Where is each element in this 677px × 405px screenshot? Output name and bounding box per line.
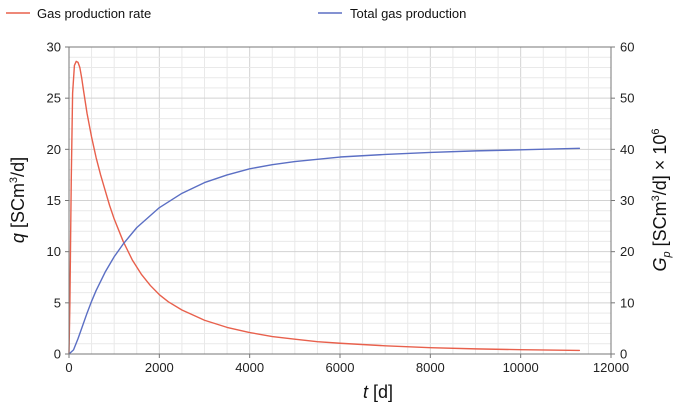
y-right-tick-label: 50	[620, 91, 634, 106]
x-tick-label: 6000	[326, 360, 355, 375]
series-line-gas-production-rate	[69, 61, 579, 354]
y-left-tick-label: 10	[47, 244, 61, 259]
y-right-tick-label: 60	[620, 40, 634, 55]
y-left-tick-label: 0	[54, 347, 61, 362]
x-tick-label: 10000	[503, 360, 539, 375]
y-left-tick-label: 30	[47, 40, 61, 55]
y-right-tick-label: 40	[620, 142, 634, 157]
y-right-tick-label: 10	[620, 295, 634, 310]
y-left-axis-title: q [SCm3/d]	[8, 157, 28, 243]
plot-series	[69, 61, 579, 354]
grid	[69, 47, 611, 354]
legend-label-gas-production-rate: Gas production rate	[37, 6, 151, 21]
x-axis-title-unit: [d]	[368, 382, 393, 402]
x-axis-ticks: 0 2000 4000 6000 8000 10000 12000	[65, 354, 629, 375]
y-left-title-var: q	[8, 233, 28, 243]
y-right-title-unit-pre: [SCm	[650, 201, 670, 251]
x-tick-label: 0	[65, 360, 72, 375]
x-axis-title: t [d]	[363, 382, 393, 402]
y-right-tick-label: 20	[620, 244, 634, 259]
legend-label-total-gas-production: Total gas production	[350, 6, 466, 21]
y-left-tick-label: 25	[47, 91, 61, 106]
y-left-tick-label: 20	[47, 142, 61, 157]
y-right-title-var: G	[650, 257, 670, 271]
legend: Gas production rate Total gas production	[6, 6, 466, 21]
y-right-axis-title: Gp [SCm3/d] × 106	[650, 129, 673, 272]
x-tick-label: 8000	[416, 360, 445, 375]
y-right-axis-ticks: 0 10 20 30 40 50 60	[611, 40, 634, 362]
y-right-tick-label: 30	[620, 193, 634, 208]
y-right-title-sub: p	[661, 251, 673, 258]
x-tick-label: 2000	[145, 360, 174, 375]
x-tick-label: 12000	[593, 360, 629, 375]
y-right-title-unit-mid: /d] × 10	[650, 135, 670, 196]
y-right-tick-label: 0	[620, 347, 627, 362]
y-right-title-unit-sup2: 6	[650, 129, 662, 135]
y-left-title-unit-post: /d]	[8, 157, 28, 177]
y-left-axis-ticks: 0 5 10 15 20 25 30	[47, 40, 69, 362]
y-left-tick-label: 15	[47, 193, 61, 208]
y-left-title-unit-pre: [SCm	[8, 183, 28, 233]
x-tick-label: 4000	[235, 360, 264, 375]
y-left-tick-label: 5	[54, 295, 61, 310]
